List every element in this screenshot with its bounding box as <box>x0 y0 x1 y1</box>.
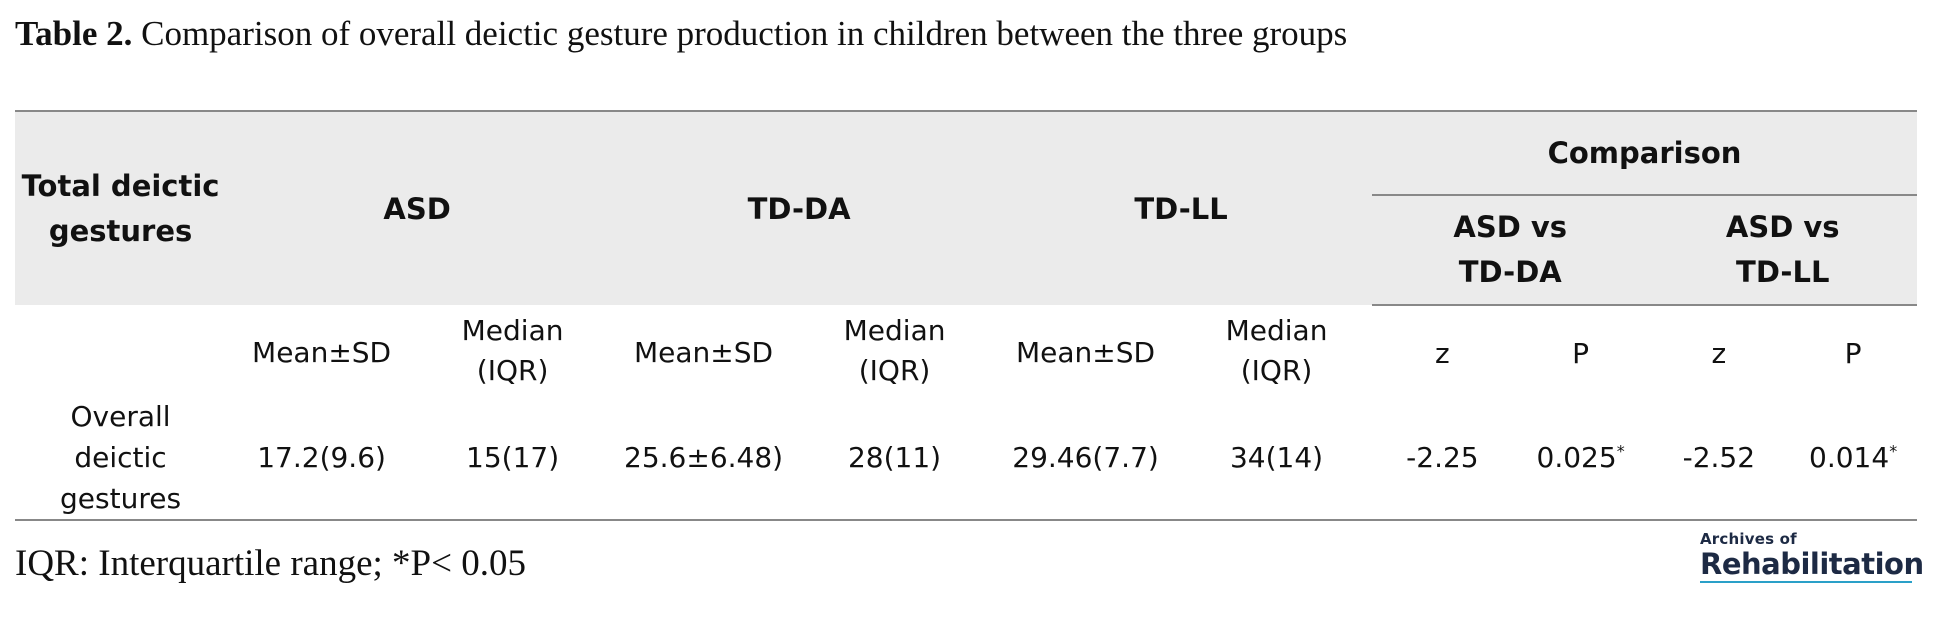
table-cell: 28(11) <box>799 396 991 521</box>
logo-line-2: Rehabilitation <box>1700 547 1924 581</box>
subheader-cell: Mean±SD <box>1015 336 1156 369</box>
table-cell: 34(14) <box>1181 396 1373 521</box>
table-cell: 15(17) <box>417 396 609 521</box>
p-value: 0.025 <box>1536 441 1617 474</box>
data-table: Total deictic gestures ASD TD-DA TD-LL C… <box>15 110 1917 521</box>
header-comparison-asd-vs-td-da: ASD vs TD-DA <box>1372 194 1649 306</box>
header-comparison: Comparison <box>1372 111 1917 195</box>
subheader-cell: z <box>1435 336 1450 370</box>
header-row-label: Total deictic gestures <box>15 111 227 305</box>
table-cell: 25.6±6.48) <box>608 396 800 521</box>
table-caption: Table 2. Comparison of overall deictic g… <box>15 14 1347 54</box>
subheader-cell: Mean±SD <box>252 336 392 369</box>
table-cell: 29.46(7.7) <box>990 396 1182 521</box>
subheader-cell: P <box>1572 336 1590 370</box>
row-label: Overall deictic gestures <box>15 396 227 521</box>
table-title: Comparison of overall deictic gesture pr… <box>141 14 1348 53</box>
significance-mark: * <box>1616 441 1625 461</box>
table-footnote: IQR: Interquartile range; *P< 0.05 <box>15 543 526 584</box>
table-cell-p-value: 0.025* <box>1512 396 1649 521</box>
data-table-container: Total deictic gestures ASD TD-DA TD-LL C… <box>15 110 1917 521</box>
p-value: 0.014 <box>1809 441 1890 474</box>
logo-line-1: Archives of <box>1700 530 1797 548</box>
significance-mark: * <box>1889 441 1898 461</box>
table-cell: -2.52 <box>1648 396 1790 521</box>
header-group-td-da: TD-DA <box>608 111 991 305</box>
subheader-cell: Median (IQR) <box>1225 313 1328 387</box>
header-group-td-ll: TD-LL <box>990 111 1373 305</box>
table-cell: 17.2(9.6) <box>226 396 418 521</box>
subheader-cell: Median (IQR) <box>461 313 564 387</box>
subheader-cell: P <box>1844 336 1862 370</box>
header-group-asd: ASD <box>226 111 609 305</box>
header-comparison-asd-vs-td-ll: ASD vs TD-LL <box>1648 194 1917 306</box>
table-cell: -2.25 <box>1372 396 1513 521</box>
subheader-cell: Median (IQR) <box>843 313 946 387</box>
subheader-cell: z <box>1711 336 1727 370</box>
table-number: Table 2. <box>15 14 133 53</box>
journal-logo: Archives of Rehabilitation <box>1700 530 1924 583</box>
subheader-row: Mean±SD Median (IQR) Mean±SD Median (IQR… <box>15 305 1917 396</box>
subheader-empty <box>15 305 226 396</box>
logo-underline <box>1700 581 1912 583</box>
subheader-cell: Mean±SD <box>634 336 774 369</box>
table-row: Overall deictic gestures 17.2(9.6) 15(17… <box>15 396 1917 521</box>
table-cell-p-value: 0.014* <box>1789 396 1917 521</box>
